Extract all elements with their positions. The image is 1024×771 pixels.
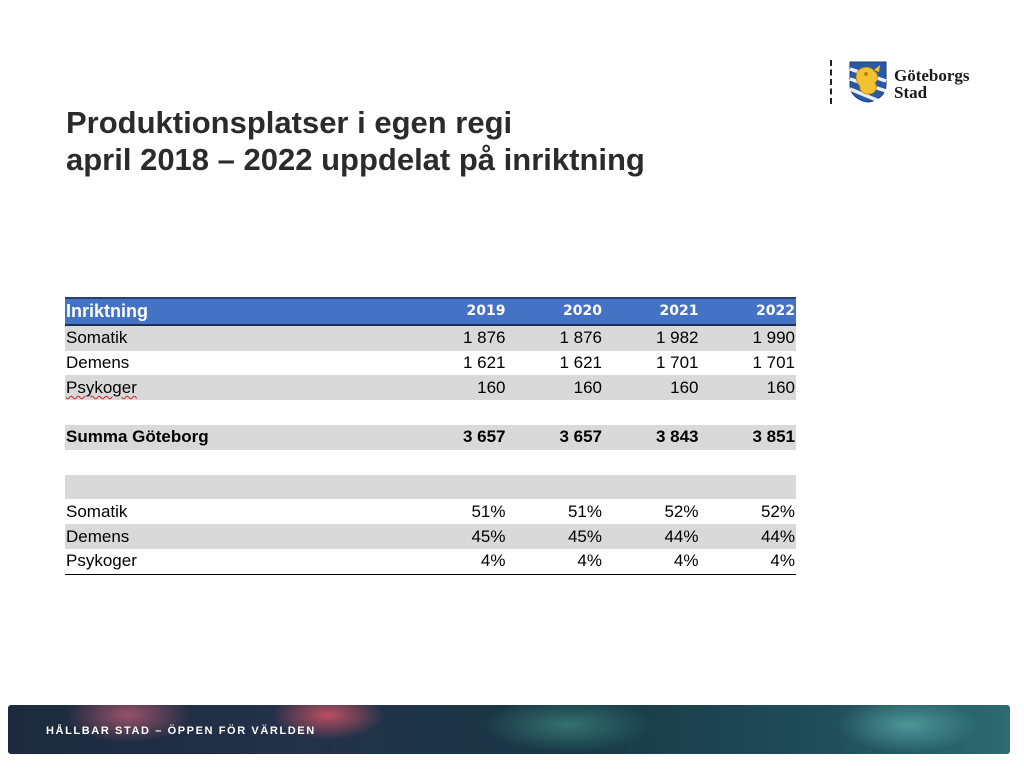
logo-line-2: Stad <box>894 83 928 102</box>
header-year: 2020 <box>506 297 603 326</box>
cell-value: 4% <box>603 548 700 575</box>
cell-value: 44% <box>699 524 796 549</box>
logo-divider <box>830 60 832 104</box>
cell-value: 3 657 <box>506 424 603 450</box>
cell-value: 3 657 <box>410 424 507 450</box>
cell-value: 51% <box>471 501 506 521</box>
table-row-spacer <box>65 474 796 500</box>
table-row: Psykoger 160 160 160 160 <box>65 375 796 401</box>
cell-value: 1 621 <box>462 352 506 372</box>
logo-wordmark: Göteborgs Stad <box>894 67 970 101</box>
header-year: 2019 <box>410 297 507 326</box>
cell-value: 1 621 <box>559 352 602 372</box>
row-label-text: Psykoger <box>66 377 137 397</box>
cell-value: 160 <box>410 375 507 401</box>
row-label: Psykoger <box>65 375 410 401</box>
cell-value <box>700 450 797 475</box>
cell-value: 1 982 <box>603 324 700 351</box>
row-label: Demens <box>66 352 130 372</box>
cell-value: 1 876 <box>506 324 603 351</box>
table-row: Psykoger 4% 4% 4% 4% <box>65 548 796 575</box>
cell-value: 3 851 <box>699 424 796 450</box>
table-row: Somatik 51% 51% 52% 52% <box>65 499 796 524</box>
table-row-total: Summa Göteborg 3 657 3 657 3 843 3 851 <box>65 424 796 450</box>
cell-value: 1 990 <box>699 324 796 351</box>
row-label: Somatik <box>66 501 128 521</box>
row-label: Somatik <box>65 324 410 351</box>
cell-value: 44% <box>603 524 700 549</box>
row-label <box>65 474 410 500</box>
cell-value: 4% <box>699 548 796 575</box>
cell-value: 45% <box>506 524 603 549</box>
cell-value <box>506 474 603 500</box>
header-year: 2022 <box>699 297 796 326</box>
table-row: Demens 1 621 1 621 1 701 1 701 <box>65 351 796 376</box>
cell-value: 160 <box>699 375 796 401</box>
cell-value: 1 701 <box>752 352 795 372</box>
cell-value <box>507 450 604 475</box>
cell-value: 160 <box>603 375 700 401</box>
row-label: Summa Göteborg <box>65 424 410 450</box>
logo-line-1: Göteborgs <box>894 66 970 85</box>
cell-value <box>700 400 797 425</box>
cell-value: 52% <box>664 501 699 521</box>
cell-value <box>603 450 700 475</box>
cell-value <box>603 474 700 500</box>
footer-tagline: HÅLLBAR STAD – ÖPPEN FÖR VÄRLDEN <box>46 725 316 737</box>
cell-value: 45% <box>410 524 507 549</box>
row-label: Psykoger <box>65 548 410 575</box>
cell-value: 51% <box>567 501 602 521</box>
lion-crest-icon <box>849 61 887 103</box>
row-label <box>65 450 410 475</box>
cell-value <box>507 400 604 425</box>
table-row-spacer <box>65 450 796 475</box>
row-label <box>65 400 410 425</box>
table-header-row: Inriktning 2019 2020 2021 2022 <box>65 297 796 326</box>
slide-title: Produktionsplatser i egen regi april 201… <box>66 104 645 178</box>
cell-value: 160 <box>506 375 603 401</box>
cell-value <box>410 474 507 500</box>
cell-value <box>410 400 507 425</box>
cell-value: 4% <box>506 548 603 575</box>
table-row: Somatik 1 876 1 876 1 982 1 990 <box>65 324 796 351</box>
cell-value <box>410 450 507 475</box>
table-row: Demens 45% 45% 44% 44% <box>65 524 796 549</box>
cell-value <box>699 474 796 500</box>
row-label: Demens <box>65 524 410 549</box>
table-row-spacer <box>65 400 796 425</box>
cell-value: 52% <box>760 501 795 521</box>
cell-value: 3 843 <box>603 424 700 450</box>
cell-value: 1 876 <box>410 324 507 351</box>
header-year: 2021 <box>603 297 700 326</box>
cell-value: 1 701 <box>655 352 699 372</box>
header-inriktning: Inriktning <box>65 297 410 326</box>
title-line-1: Produktionsplatser i egen regi <box>66 105 513 140</box>
footer-band <box>8 705 1010 754</box>
production-table: Inriktning 2019 2020 2021 2022 Somatik 1… <box>65 297 796 575</box>
title-line-2: april 2018 – 2022 uppdelat på inriktning <box>66 142 645 177</box>
cell-value <box>603 400 700 425</box>
cell-value: 4% <box>410 548 507 575</box>
